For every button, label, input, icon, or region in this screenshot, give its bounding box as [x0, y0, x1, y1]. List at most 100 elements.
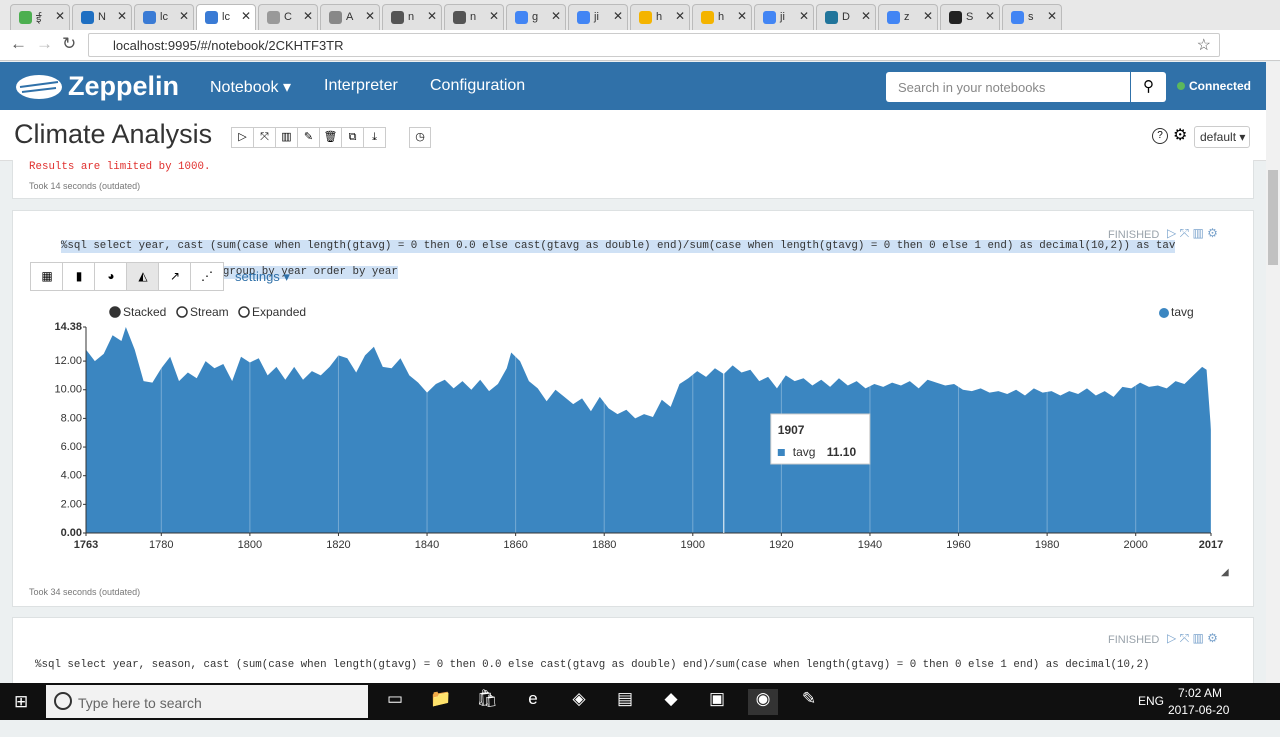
toolbar-button[interactable]: ✎	[297, 127, 320, 148]
clock-time[interactable]: 7:02 AM	[1178, 686, 1223, 700]
url-field[interactable]: localhost:9995/#/notebook/2CKHTF3TR ☆	[88, 33, 1220, 57]
code-editor[interactable]: %sql select year, cast (sum(case when le…	[35, 227, 1176, 292]
notebook-header: Climate Analysis ▷ ⤧ ▥ ✎ 🗑 ⧉ ⤓ ◷ ? ⚙ default ▾	[0, 110, 1266, 161]
paragraph-status: FINISHED	[1108, 229, 1160, 241]
viz-button[interactable]: ↗	[158, 262, 192, 291]
taskbar-app[interactable]: ▣	[708, 689, 726, 708]
browser-tab[interactable]: g ✕	[506, 4, 566, 31]
viz-button[interactable]: ◭	[126, 262, 160, 291]
browser-tab[interactable]: h ✕	[630, 4, 690, 31]
interpreter-button[interactable]: default ▾	[1194, 126, 1250, 148]
tab-favicon	[825, 11, 838, 24]
taskbar-app[interactable]: ▭	[386, 689, 404, 708]
browser-tab[interactable]: lc ✕	[134, 4, 194, 31]
taskbar-app[interactable]: ◉	[748, 689, 778, 715]
scrollbar[interactable]	[1266, 62, 1280, 683]
toolbar-button[interactable]: ⤧	[253, 127, 276, 148]
mode-radio[interactable]	[176, 306, 188, 318]
toolbar-button[interactable]: ⤓	[363, 127, 386, 148]
connection-status: Connected	[1189, 79, 1252, 93]
tab-title: n	[470, 11, 477, 23]
toolbar-button[interactable]: ▥	[275, 127, 298, 148]
reload-button[interactable]: ↻	[62, 34, 77, 53]
x-tick-label: 1780	[149, 539, 173, 551]
address-bar: ← → ↻ localhost:9995/#/notebook/2CKHTF3T…	[0, 30, 1280, 61]
schedule-button[interactable]: ◷	[409, 127, 431, 148]
taskbar-search[interactable]: Type here to search	[46, 685, 368, 718]
taskbar-app[interactable]: ◆	[664, 689, 678, 708]
browser-tab[interactable]: n ✕	[444, 4, 504, 31]
chart: Stacked Stream Expanded tavg 1763 1780 1800 182…	[54, 305, 1223, 551]
viz-button[interactable]: ◕	[94, 262, 128, 291]
mode-radio[interactable]	[109, 306, 121, 318]
browser-tab[interactable]: ई ✕	[10, 4, 70, 31]
tab-strip: ई ✕ N ✕ lc ✕ lc ✕ C ✕ A ✕ n ✕ n ✕ g ✕ ji ✕ h ✕ h ✕ ji ✕ D ✕ z ✕ S ✕ s ✕	[0, 0, 1280, 31]
resize-handle[interactable]: ◢	[1221, 567, 1229, 578]
legend-label: tavg	[1171, 305, 1194, 319]
browser-tab[interactable]: ji ✕	[754, 4, 814, 31]
browser-tab[interactable]: D ✕	[816, 4, 876, 31]
tab-title: A	[346, 11, 354, 23]
browser-tab[interactable]: h ✕	[692, 4, 752, 31]
toolbar-button[interactable]: ▷	[231, 127, 254, 148]
tab-favicon	[143, 11, 156, 24]
help-icon[interactable]: ?	[1152, 128, 1168, 144]
x-tick-label: 1860	[503, 539, 527, 551]
taskbar-app[interactable]: ◈	[572, 689, 586, 708]
browser-tab[interactable]: z ✕	[878, 4, 938, 31]
search-input[interactable]: Search in your notebooks	[886, 72, 1130, 102]
tab-favicon	[453, 11, 466, 24]
viz-button[interactable]: ⋰	[190, 262, 224, 291]
taskbar-app[interactable]: 📁	[430, 689, 452, 708]
browser-tab[interactable]: lc ✕	[196, 4, 256, 31]
brand[interactable]: Zeppelin	[68, 71, 180, 101]
toolbar-button[interactable]: 🗑	[319, 127, 342, 148]
taskbar-app[interactable]: ▤	[616, 689, 634, 708]
settings-toggle[interactable]: settings ▾	[235, 269, 290, 284]
paragraph-controls[interactable]: ▷ ⤧ ▥ ⚙	[1167, 631, 1218, 645]
scrollbar-thumb[interactable]	[1268, 170, 1278, 265]
bookmark-star[interactable]: ☆	[1196, 37, 1211, 54]
viz-button[interactable]: ▮	[62, 262, 96, 291]
viz-button[interactable]: ▦	[30, 262, 64, 291]
settings-icon[interactable]: ⚙	[1173, 127, 1188, 144]
taskbar-search-placeholder: Type here to search	[78, 695, 202, 711]
tab-close: ✕	[117, 9, 128, 23]
mode-label: Stream	[190, 305, 229, 319]
brand-logo	[16, 75, 62, 99]
area	[86, 327, 1211, 533]
x-tick-label: 1960	[946, 539, 970, 551]
browser-tab[interactable]: C ✕	[258, 4, 318, 31]
taskbar-app[interactable]: 🛍	[476, 689, 498, 708]
tab-title: N	[98, 11, 106, 23]
browser-tab[interactable]: S ✕	[940, 4, 1000, 31]
paragraph-status: FINISHED	[1108, 634, 1160, 646]
browser-tab[interactable]: ji ✕	[568, 4, 628, 31]
x-tick-label: 1800	[238, 539, 262, 551]
mode-radio[interactable]	[238, 306, 250, 318]
browser-tab[interactable]: A ✕	[320, 4, 380, 31]
nav-menu-item[interactable]: Configuration	[430, 77, 526, 94]
y-tick-label: 8.00	[61, 412, 82, 424]
paragraph: Results are limited by 1000. Took 14 sec…	[12, 160, 1254, 199]
toolbar-button[interactable]: ⧉	[341, 127, 364, 148]
browser-tab[interactable]: N ✕	[72, 4, 132, 31]
back-button[interactable]: ←	[10, 34, 27, 53]
browser-tab[interactable]: n ✕	[382, 4, 442, 31]
taskbar-app[interactable]: e	[528, 689, 538, 708]
nav-menu-item[interactable]: Interpreter	[324, 77, 398, 94]
x-tick-label: 1940	[858, 539, 882, 551]
paragraph-controls[interactable]: ▷ ⤧ ▥ ⚙	[1167, 226, 1218, 240]
clock-date[interactable]: 2017-06-20	[1168, 703, 1230, 717]
tab-favicon	[329, 11, 342, 24]
start-button[interactable]: ⊞	[14, 692, 29, 711]
forward-button[interactable]: →	[36, 34, 53, 53]
browser-tab[interactable]: s ✕	[1002, 4, 1062, 31]
nav-menu-item[interactable]: Notebook ▾	[210, 79, 291, 96]
search-button[interactable]: ⚲	[1131, 72, 1166, 102]
taskbar-app[interactable]: ✎	[801, 689, 817, 708]
language-indicator[interactable]: ENG	[1138, 694, 1165, 708]
code-line: %sql select year, cast (sum(case when le…	[60, 240, 1176, 253]
tab-title: S	[966, 11, 974, 23]
tab-favicon	[763, 11, 776, 24]
